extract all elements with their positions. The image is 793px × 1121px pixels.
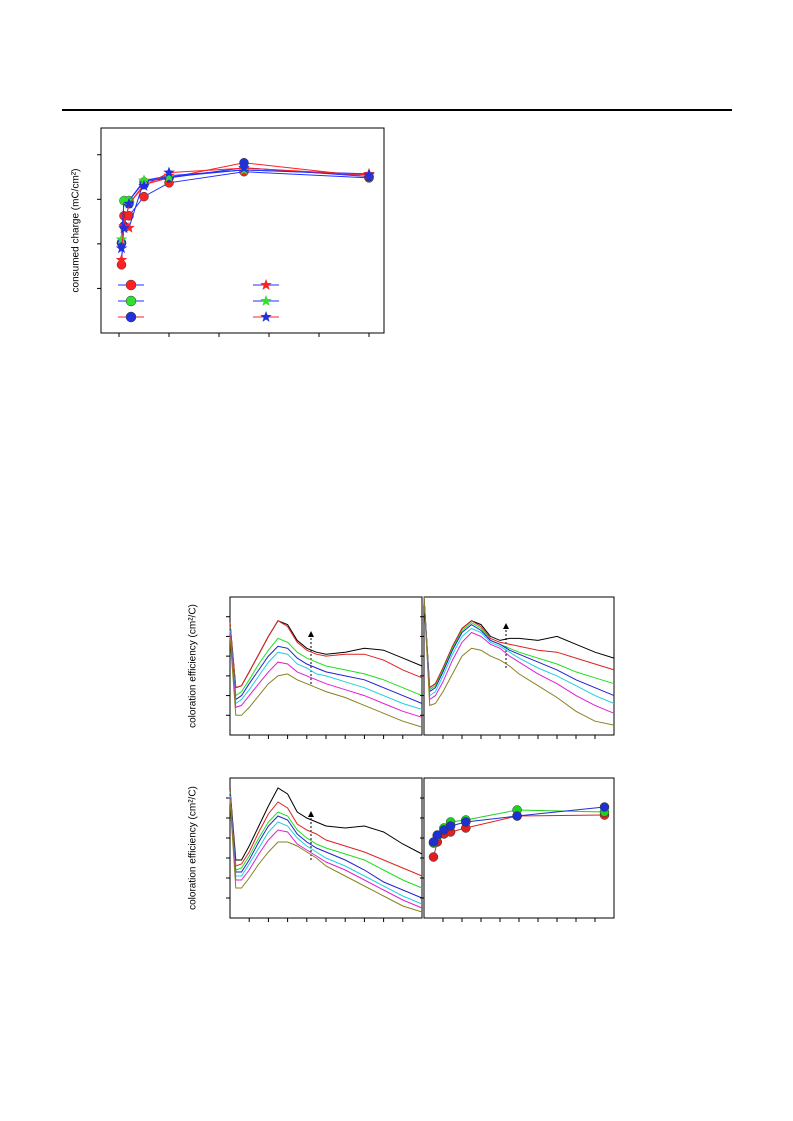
- series-line: [423, 596, 615, 726]
- series-line: [229, 799, 423, 913]
- series-line: [229, 628, 423, 704]
- star-marker: [238, 162, 250, 173]
- legend-marker: [125, 311, 137, 323]
- series-line: [229, 630, 423, 710]
- legend-marker: [260, 279, 272, 290]
- circle-marker: [428, 852, 439, 862]
- plot-frame: [100, 127, 385, 334]
- legend-marker: [125, 279, 137, 291]
- star-marker: [163, 166, 175, 178]
- y-axis-label: consumed charge (mC/cm²): [71, 169, 82, 293]
- star-marker: [115, 242, 128, 254]
- series-line: [423, 596, 615, 714]
- star-marker: [138, 179, 150, 191]
- series-line: [229, 793, 423, 899]
- series-line: [229, 636, 423, 728]
- series-line: [121, 167, 370, 249]
- plot-frame: [423, 777, 615, 919]
- arrow-head: [503, 623, 509, 629]
- legend-marker: [260, 295, 272, 306]
- series-line: [121, 171, 370, 265]
- series-line: [229, 791, 423, 889]
- arrow-head: [308, 811, 314, 817]
- circle-marker: [461, 817, 471, 827]
- circle-marker: [139, 191, 149, 202]
- legend-marker: [260, 311, 272, 322]
- series-line: [229, 620, 423, 689]
- series-line: [229, 795, 423, 905]
- plot-frame: [423, 596, 615, 736]
- star-marker: [118, 194, 130, 206]
- star-marker: [115, 233, 128, 245]
- y-axis-label: coloration efficiency (cm²/C): [188, 786, 199, 910]
- star-marker: [123, 197, 135, 209]
- star-marker: [115, 253, 128, 265]
- circle-marker: [512, 811, 522, 821]
- series-line: [229, 797, 423, 909]
- series-line: [229, 789, 423, 877]
- arrow-head: [308, 631, 314, 637]
- series-line: [229, 626, 423, 697]
- circle-marker: [445, 821, 456, 831]
- star-marker: [123, 221, 135, 233]
- star-marker: [163, 171, 175, 182]
- star-marker: [118, 222, 130, 234]
- series-line: [423, 596, 615, 691]
- star-marker: [363, 168, 375, 180]
- circle-marker: [599, 802, 610, 812]
- series-line: [423, 596, 615, 704]
- series-line: [229, 787, 423, 861]
- y-axis-label: coloration efficiency (cm²/C): [188, 604, 199, 728]
- circle-marker: [432, 830, 443, 840]
- series-line: [121, 169, 370, 260]
- legend-marker: [125, 295, 137, 307]
- series-line: [423, 596, 615, 689]
- series-line: [423, 596, 615, 697]
- series-line: [229, 632, 423, 718]
